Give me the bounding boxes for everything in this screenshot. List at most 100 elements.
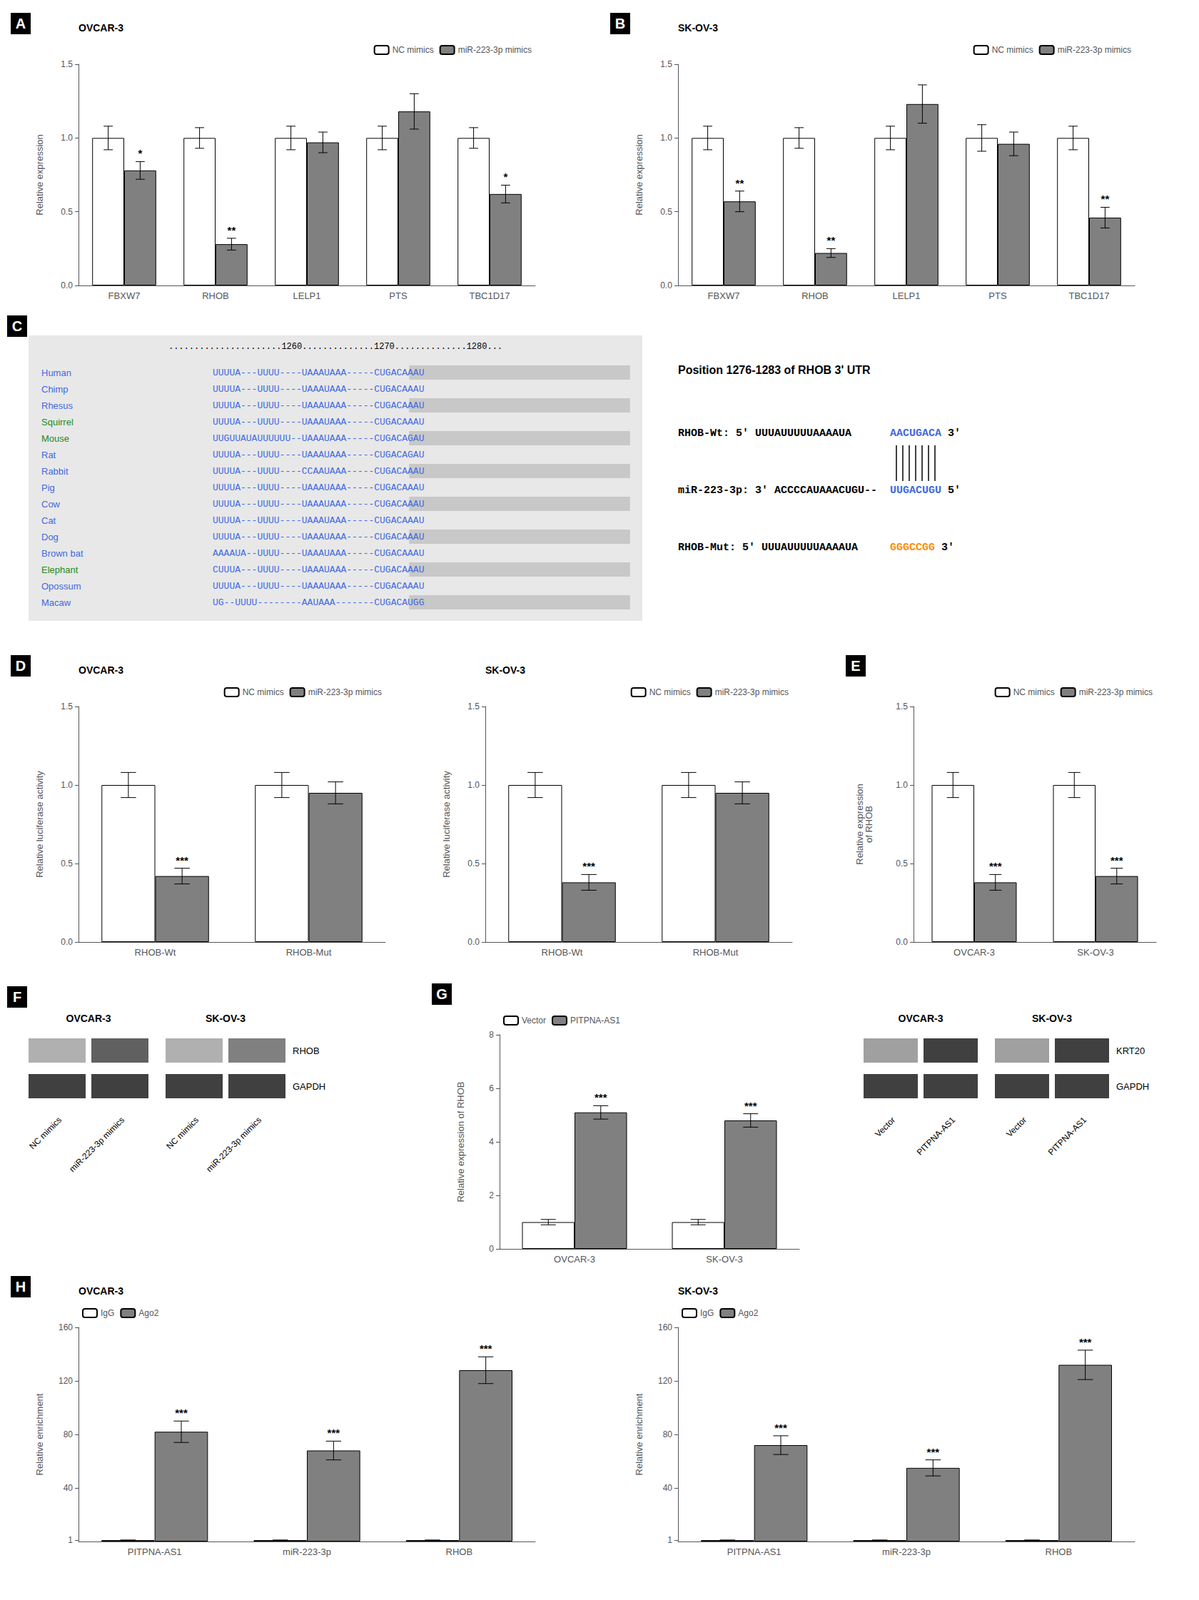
svg-text:LELP1: LELP1: [292, 290, 321, 302]
svg-text:miR-223-3p mimics: miR-223-3p mimics: [67, 1114, 127, 1175]
svg-text:Squirrel: Squirrel: [41, 416, 74, 428]
svg-text:1.5: 1.5: [467, 701, 480, 712]
svg-text:RHOB: RHOB: [292, 1045, 320, 1057]
svg-text:NC mimics: NC mimics: [392, 44, 434, 55]
svg-text:PITPNA-AS1: PITPNA-AS1: [914, 1114, 958, 1158]
svg-text:D: D: [15, 658, 26, 674]
svg-text:H: H: [15, 1278, 26, 1295]
svg-text:CUUUA---UUUU----UAAAUAAA-----C: CUUUA---UUUU----UAAAUAAA-----CUGACAAAU: [212, 564, 424, 576]
svg-text:UG--UUUU--------AAUAAA-------C: UG--UUUU--------AAUAAA-------CUGACAUGG: [212, 597, 424, 609]
svg-text:RHOB-Mut: RHOB-Mut: [286, 947, 332, 958]
svg-text:SK-OV-3: SK-OV-3: [678, 1285, 718, 1297]
svg-text:SK-OV-3: SK-OV-3: [205, 1012, 246, 1025]
svg-text:***: ***: [582, 859, 596, 873]
svg-text:***: ***: [594, 1091, 608, 1104]
svg-text:IgG: IgG: [100, 1308, 115, 1319]
svg-text:Position 1276-1283 of RHOB 3': Position 1276-1283 of RHOB 3' UTR: [678, 363, 871, 377]
svg-text:1.5: 1.5: [895, 701, 908, 712]
svg-text:RHOB: RHOB: [801, 290, 829, 302]
svg-text:OVCAR-3: OVCAR-3: [78, 664, 124, 676]
svg-text:RHOB: RHOB: [1045, 1546, 1073, 1558]
svg-text:1.0: 1.0: [60, 132, 73, 143]
svg-text:E: E: [850, 658, 860, 674]
svg-text:SK-OV-3: SK-OV-3: [1076, 947, 1114, 958]
svg-text:RHOB: RHOB: [201, 290, 230, 302]
svg-text:5': 5': [941, 484, 961, 497]
svg-text:NC mimics: NC mimics: [27, 1114, 64, 1152]
svg-text:Relative expression of RHOB: Relative expression of RHOB: [455, 1081, 467, 1202]
svg-text:120: 120: [658, 1375, 673, 1386]
svg-text:Rabbit: Rabbit: [41, 466, 69, 477]
svg-text:0.5: 0.5: [895, 858, 908, 869]
svg-text:1.0: 1.0: [895, 780, 908, 791]
svg-text:RHOB-Wt: RHOB-Wt: [134, 947, 177, 958]
svg-text:Mouse: Mouse: [41, 433, 70, 444]
svg-text:PITPNA-AS1: PITPNA-AS1: [570, 1015, 621, 1026]
svg-text:0: 0: [488, 1243, 494, 1254]
svg-text:PITPNA-AS1: PITPNA-AS1: [727, 1546, 782, 1558]
svg-text:Relative luciferase activity: Relative luciferase activity: [34, 770, 45, 878]
svg-text:0.0: 0.0: [60, 280, 73, 291]
svg-text:C: C: [12, 318, 23, 335]
svg-text:RHOB-Wt: 5' UUUAUUUUUAAAAUA: RHOB-Wt: 5' UUUAUUUUUAAAAUA: [678, 427, 852, 440]
svg-text:0.0: 0.0: [467, 937, 480, 948]
svg-text:UUUUA---UUUU----UAAAUAAA-----C: UUUUA---UUUU----UAAAUAAA-----CUGACAGAU: [212, 449, 424, 461]
svg-text:A: A: [15, 15, 26, 32]
svg-text:Vector: Vector: [521, 1015, 546, 1026]
svg-text:miR-223-3p mimics: miR-223-3p mimics: [1079, 687, 1153, 698]
svg-text:GGGCCGG: GGGCCGG: [889, 541, 935, 554]
svg-text:*: *: [137, 147, 143, 160]
svg-text:AACUGACA: AACUGACA: [889, 427, 942, 440]
svg-text:miR-223-3p mimics: miR-223-3p mimics: [308, 687, 382, 698]
svg-text:SK-OV-3: SK-OV-3: [678, 22, 718, 34]
svg-text:3': 3': [934, 541, 955, 554]
svg-text:PTS: PTS: [988, 290, 1008, 302]
svg-text:Vector: Vector: [872, 1114, 898, 1140]
svg-text:160: 160: [658, 1322, 673, 1333]
svg-text:FBXW7: FBXW7: [108, 290, 141, 302]
svg-text:40: 40: [663, 1483, 674, 1494]
svg-text:2: 2: [488, 1190, 494, 1201]
svg-text:NC mimics: NC mimics: [164, 1114, 201, 1152]
svg-text:Rhesus: Rhesus: [41, 400, 74, 412]
svg-text:0.0: 0.0: [895, 937, 908, 948]
svg-text:KRT20: KRT20: [1116, 1045, 1145, 1057]
svg-text:1.5: 1.5: [60, 59, 73, 70]
svg-text:Chimp: Chimp: [41, 383, 69, 395]
svg-text:RHOB-Mut: RHOB-Mut: [692, 947, 739, 958]
svg-text:0.5: 0.5: [60, 206, 73, 217]
svg-text:40: 40: [63, 1483, 74, 1494]
svg-text:1.0: 1.0: [60, 780, 73, 791]
svg-text:miR-223-3p mimics: miR-223-3p mimics: [715, 687, 789, 698]
svg-text:of RHOB: of RHOB: [863, 805, 875, 843]
svg-text:NC mimics: NC mimics: [649, 687, 691, 698]
svg-text:6: 6: [488, 1083, 494, 1094]
svg-text:Relative luciferase activity: Relative luciferase activity: [441, 770, 452, 878]
svg-text:UUUUA---UUUU----UAAAUAAA-----C: UUUUA---UUUU----UAAAUAAA-----CUGACAAAU: [212, 400, 424, 412]
svg-text:0.5: 0.5: [467, 858, 480, 869]
svg-text:Ago2: Ago2: [737, 1308, 758, 1319]
svg-text:Vector: Vector: [1004, 1114, 1029, 1140]
svg-text:OVCAR-3: OVCAR-3: [78, 22, 124, 34]
svg-text:Elephant: Elephant: [41, 564, 79, 576]
svg-text:UUUUA---UUUU----UAAAUAAA-----C: UUUUA---UUUU----UAAAUAAA-----CUGACAAAU: [212, 498, 424, 510]
svg-text:***: ***: [1110, 854, 1124, 867]
svg-text:4: 4: [488, 1136, 494, 1147]
svg-text:160: 160: [58, 1322, 73, 1333]
svg-text:miR-223-3p: 3' ACCCCAUAAACUGU-: miR-223-3p: 3' ACCCCAUAAACUGU--: [678, 484, 878, 497]
svg-text:Relative expression: Relative expression: [34, 134, 45, 215]
svg-text:80: 80: [63, 1429, 74, 1440]
svg-text:UUGACUGU: UUGACUGU: [889, 484, 942, 497]
svg-text:FBXW7: FBXW7: [707, 290, 741, 302]
svg-text:120: 120: [58, 1375, 73, 1386]
svg-text:OVCAR-3: OVCAR-3: [65, 1012, 111, 1025]
svg-text:PITPNA-AS1: PITPNA-AS1: [127, 1546, 182, 1558]
svg-text:Macaw: Macaw: [41, 597, 72, 609]
svg-text:miR-223-3p: miR-223-3p: [282, 1546, 332, 1558]
svg-text:miR-223-3p mimics: miR-223-3p mimics: [458, 44, 532, 55]
svg-text:OVCAR-3: OVCAR-3: [897, 1012, 943, 1025]
svg-text:UUUUA---UUUU----UAAAUAAA-----C: UUUUA---UUUU----UAAAUAAA-----CUGACAAAU: [212, 367, 424, 379]
svg-text:**: **: [735, 176, 745, 190]
svg-text:8: 8: [488, 1029, 494, 1040]
svg-text:80: 80: [663, 1429, 674, 1440]
